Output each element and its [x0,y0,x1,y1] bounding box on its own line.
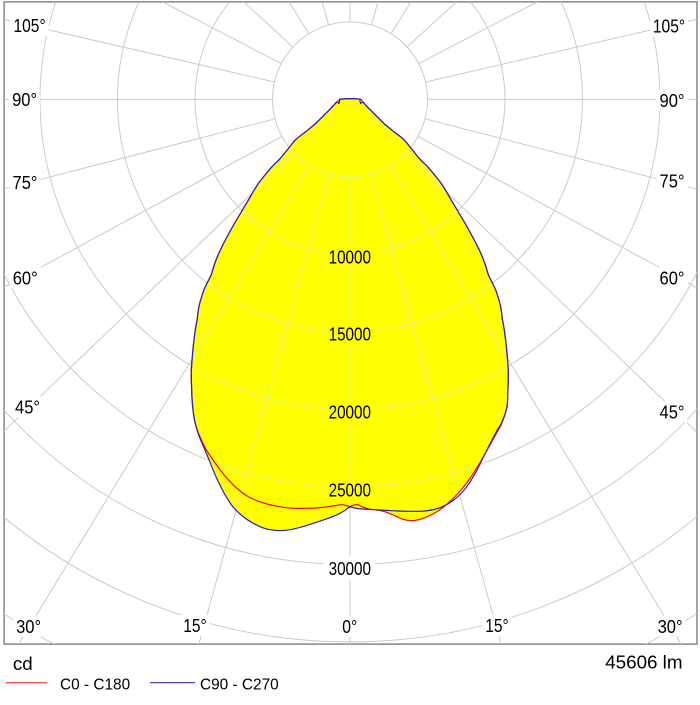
svg-text:105°: 105° [653,16,685,37]
svg-text:cd: cd [13,653,33,674]
svg-text:C90 - C270: C90 - C270 [200,677,279,694]
svg-text:75°: 75° [13,172,38,193]
svg-text:30°: 30° [16,616,41,637]
svg-text:30°: 30° [658,616,683,637]
svg-text:10000: 10000 [329,247,371,268]
svg-text:0°: 0° [342,616,357,637]
svg-text:45°: 45° [15,397,40,418]
svg-text:90°: 90° [660,90,685,111]
svg-text:15000: 15000 [329,323,371,344]
svg-text:20000: 20000 [329,402,371,423]
svg-text:25000: 25000 [329,480,371,501]
svg-text:90°: 90° [12,89,37,110]
svg-text:C0 - C180: C0 - C180 [60,677,130,694]
svg-text:75°: 75° [660,170,685,191]
svg-text:60°: 60° [660,268,685,289]
svg-text:60°: 60° [13,268,38,289]
svg-text:30000: 30000 [329,558,371,579]
svg-text:45606 lm: 45606 lm [605,651,682,672]
svg-text:45°: 45° [660,402,685,423]
svg-text:15°: 15° [485,615,509,636]
svg-text:15°: 15° [183,615,207,636]
svg-text:105°: 105° [14,15,46,36]
